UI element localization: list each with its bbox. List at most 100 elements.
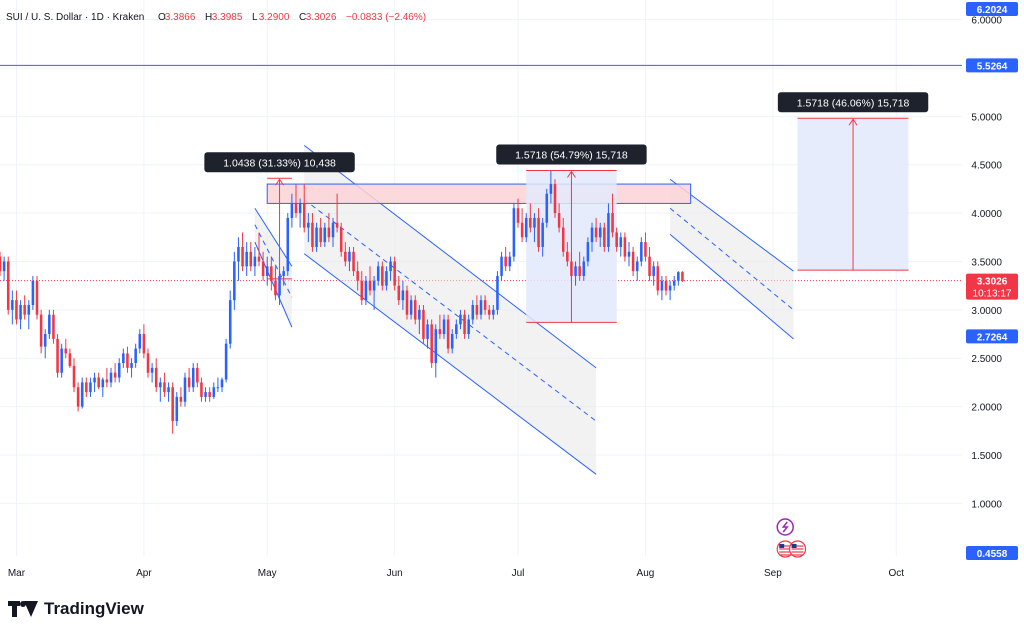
- x-tick-label: Mar: [8, 568, 26, 579]
- channel-mid-line: [303, 199, 597, 422]
- candle-body: [504, 256, 507, 267]
- candle-body: [307, 222, 310, 228]
- channel-lower-line: [254, 241, 293, 328]
- candle-body: [578, 266, 581, 276]
- candle-body: [154, 367, 158, 388]
- candle-body: [163, 382, 166, 393]
- candle-body: [611, 213, 614, 233]
- channel-upper-line: [254, 207, 293, 267]
- y-tick-label: 3.5000: [971, 257, 1002, 268]
- candle-body: [496, 275, 499, 310]
- measure-label-bg: [204, 152, 355, 173]
- candle-body: [331, 222, 335, 238]
- candle-body: [631, 251, 635, 272]
- candle-body: [138, 334, 142, 349]
- tradingview-logo-icon: [8, 601, 38, 617]
- price-tag[interactable]: [966, 273, 1018, 300]
- us-flag-canton: [779, 544, 785, 548]
- price-tag[interactable]: [966, 546, 1018, 560]
- candle-body: [409, 300, 413, 315]
- channel-mid-line: [254, 224, 293, 298]
- candle-body: [200, 382, 203, 397]
- candle-body: [68, 353, 72, 366]
- candle-body: [619, 237, 623, 247]
- candle-body: [401, 290, 405, 301]
- candle-body: [159, 382, 162, 388]
- candle-body: [315, 227, 318, 247]
- candle-body: [487, 309, 491, 315]
- candle-body: [561, 227, 565, 252]
- time-axis[interactable]: Mar Apr May Jun Jul Aug Sep Oct: [8, 568, 904, 579]
- candle-body: [204, 392, 207, 397]
- candle-body: [0, 256, 2, 272]
- candle-body: [101, 379, 105, 388]
- y-tick-label: 4.0000: [971, 209, 1002, 220]
- branding: TradingView: [8, 597, 144, 621]
- candle-body: [278, 275, 281, 296]
- candle-body: [290, 203, 294, 218]
- candle-body: [681, 272, 684, 281]
- x-tick-label: Apr: [136, 568, 152, 579]
- candle-body: [23, 305, 26, 315]
- candle-body: [352, 251, 355, 272]
- candle-body: [656, 266, 660, 291]
- ohlc-value: 3.2900: [259, 12, 290, 23]
- ohlc-label: H: [205, 12, 212, 23]
- candle-body: [438, 329, 442, 335]
- y-tick-label: 1.0000: [971, 499, 1002, 510]
- candle-body: [500, 256, 503, 276]
- price-tag[interactable]: [966, 2, 1018, 16]
- candle-body: [405, 290, 409, 315]
- candles: [0, 170, 684, 434]
- candle-body: [261, 261, 265, 276]
- candle-body: [241, 246, 244, 267]
- measure-labels: 1.0438 (31.33%) 10,438 1.5718 (54.79%) 15…: [204, 92, 929, 558]
- measure-arrow-head: [275, 178, 284, 186]
- candle-body: [72, 365, 76, 388]
- candle-body: [117, 363, 121, 378]
- candle-body: [529, 217, 532, 228]
- candle-body: [545, 193, 549, 223]
- candle-body: [60, 348, 63, 373]
- chart-header: SUI / U. S. Dollar · 1D · Kraken O 3.3866…: [6, 12, 426, 23]
- candle-body: [607, 213, 610, 247]
- candle-body: [15, 300, 18, 320]
- price-tag[interactable]: [966, 58, 1018, 73]
- candle-body: [672, 280, 676, 286]
- price-axis[interactable]: 6.00005.50005.00004.50004.00003.50003.00…: [966, 2, 1018, 560]
- candle-body: [298, 203, 302, 214]
- candle-body: [196, 367, 199, 383]
- channel-lower-line: [303, 253, 597, 475]
- candle-body: [113, 372, 117, 378]
- price-tag-label: 5.5264: [977, 61, 1008, 72]
- candle-body: [286, 217, 290, 272]
- candle-body: [537, 217, 540, 247]
- candle-body: [265, 266, 269, 276]
- candle-body: [590, 227, 594, 243]
- candle-body: [668, 285, 672, 291]
- candle-body: [348, 251, 351, 262]
- candle-body: [479, 300, 483, 315]
- candle-body: [220, 379, 224, 388]
- ohlc-value: 3.3866: [165, 12, 196, 23]
- candle-body: [418, 309, 421, 320]
- channel-upper-line: [303, 144, 597, 369]
- channel-fill: [254, 208, 292, 328]
- candle-body: [508, 256, 512, 267]
- candle-body: [471, 305, 475, 320]
- candle-body: [450, 334, 454, 349]
- candle-body: [80, 382, 84, 407]
- ohlc-value: −0.0833 (−2.46%): [346, 12, 426, 23]
- candle-body: [652, 266, 655, 276]
- candle-body: [274, 280, 277, 296]
- candle-body: [640, 242, 643, 262]
- candle-body: [228, 300, 232, 344]
- candle-body: [64, 348, 68, 354]
- candle-body: [183, 377, 187, 402]
- price-tag[interactable]: [966, 329, 1018, 344]
- candle-body: [253, 256, 257, 267]
- y-tick-label: 2.5000: [971, 354, 1002, 365]
- candle-body: [56, 338, 59, 373]
